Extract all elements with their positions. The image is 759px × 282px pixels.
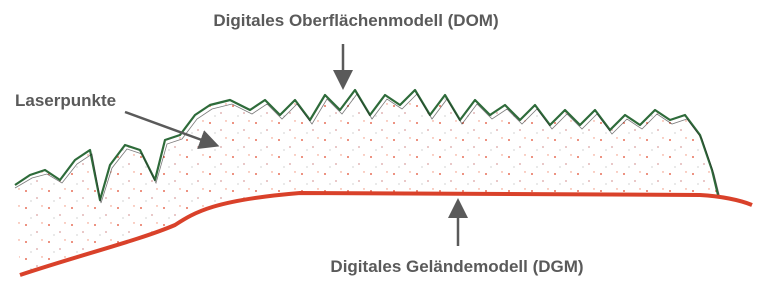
dom-label: Digitales Oberflächenmodell (DOM) — [213, 11, 498, 30]
dgm-label: Digitales Geländemodell (DGM) — [330, 257, 583, 276]
laser-points — [15, 90, 718, 275]
diagram: Digitales Oberflächenmodell (DOM) Laserp… — [0, 0, 759, 282]
points-label: Laserpunkte — [15, 91, 116, 110]
